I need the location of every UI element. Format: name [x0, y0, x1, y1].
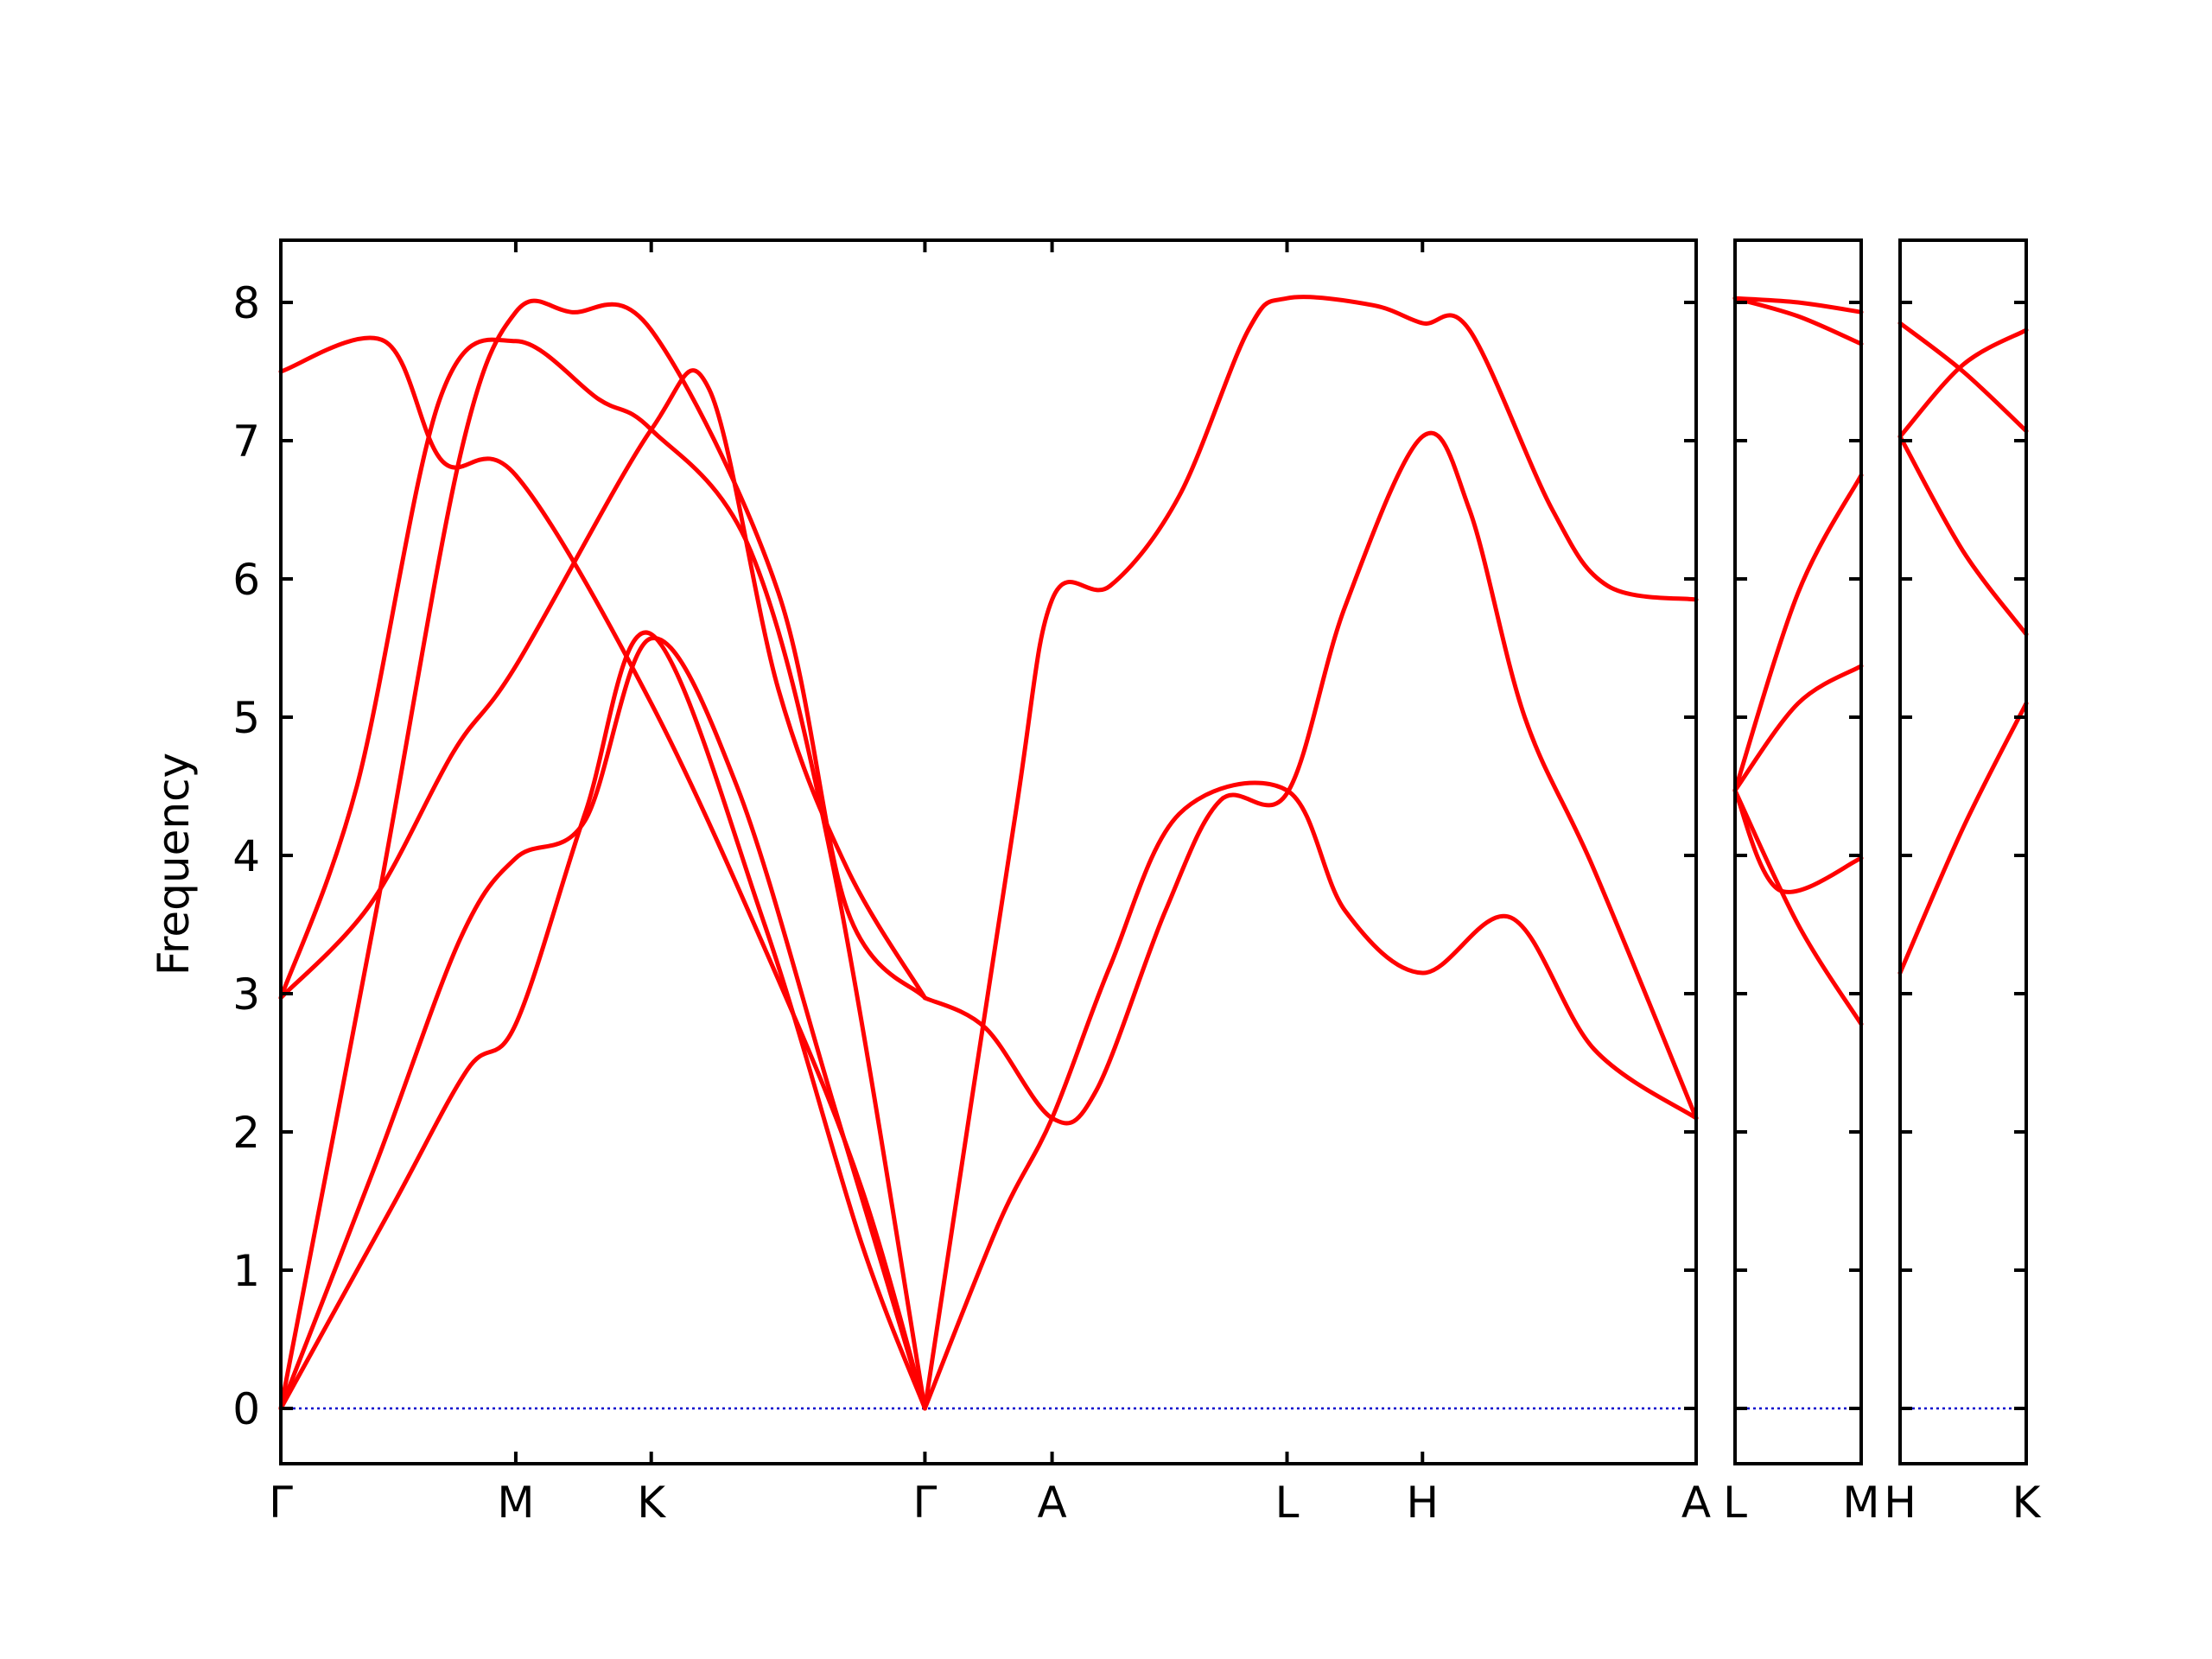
band-line [922, 295, 1699, 1411]
x-tick-label: L [1275, 1478, 1300, 1528]
y-tick-label: 6 [232, 555, 260, 605]
x-tick-label: H [1884, 1478, 1916, 1528]
x-tick-label: A [1037, 1478, 1066, 1528]
panel-frame [1898, 238, 2028, 1465]
y-tick-label: 0 [232, 1384, 260, 1434]
x-tick-label: Γ [912, 1478, 937, 1528]
band-line [1732, 664, 1864, 793]
y-tick-label: 2 [232, 1108, 260, 1158]
band-line [278, 630, 927, 1411]
x-tick-label: H [1406, 1478, 1439, 1528]
x-tick-label: A [1681, 1478, 1711, 1528]
x-tick-label: M [1842, 1478, 1879, 1528]
band-line [1732, 296, 1864, 346]
band-line [278, 337, 927, 1411]
x-tick-label: L [1723, 1478, 1747, 1528]
band-line [1732, 788, 1864, 894]
band-line [1897, 434, 2029, 637]
band-line [278, 298, 927, 1411]
panel-frame [279, 238, 1698, 1465]
y-tick-label: 1 [232, 1246, 260, 1296]
y-tick-label: 8 [232, 278, 260, 328]
y-tick-label: 5 [232, 693, 260, 743]
band-line [1732, 296, 1864, 315]
y-axis-title: Frequency [149, 753, 199, 976]
band-line [1732, 788, 1864, 1027]
band-line [1897, 327, 2029, 439]
band-line [922, 780, 1699, 1411]
band-line [1732, 473, 1864, 793]
x-tick-label: M [497, 1478, 534, 1528]
band-line [278, 636, 927, 1411]
y-tick-label: 3 [232, 969, 260, 1020]
x-tick-label: Γ [269, 1478, 293, 1528]
y-tick-label: 4 [232, 831, 260, 881]
x-tick-label: K [637, 1478, 666, 1528]
y-tick-label: 7 [232, 416, 260, 467]
band-line [922, 430, 1699, 1126]
band-line [278, 335, 927, 1411]
band-line [1897, 321, 2029, 434]
x-tick-label: K [2012, 1478, 2042, 1528]
panel-frame [1733, 238, 1863, 1465]
band-line [1897, 701, 2029, 976]
